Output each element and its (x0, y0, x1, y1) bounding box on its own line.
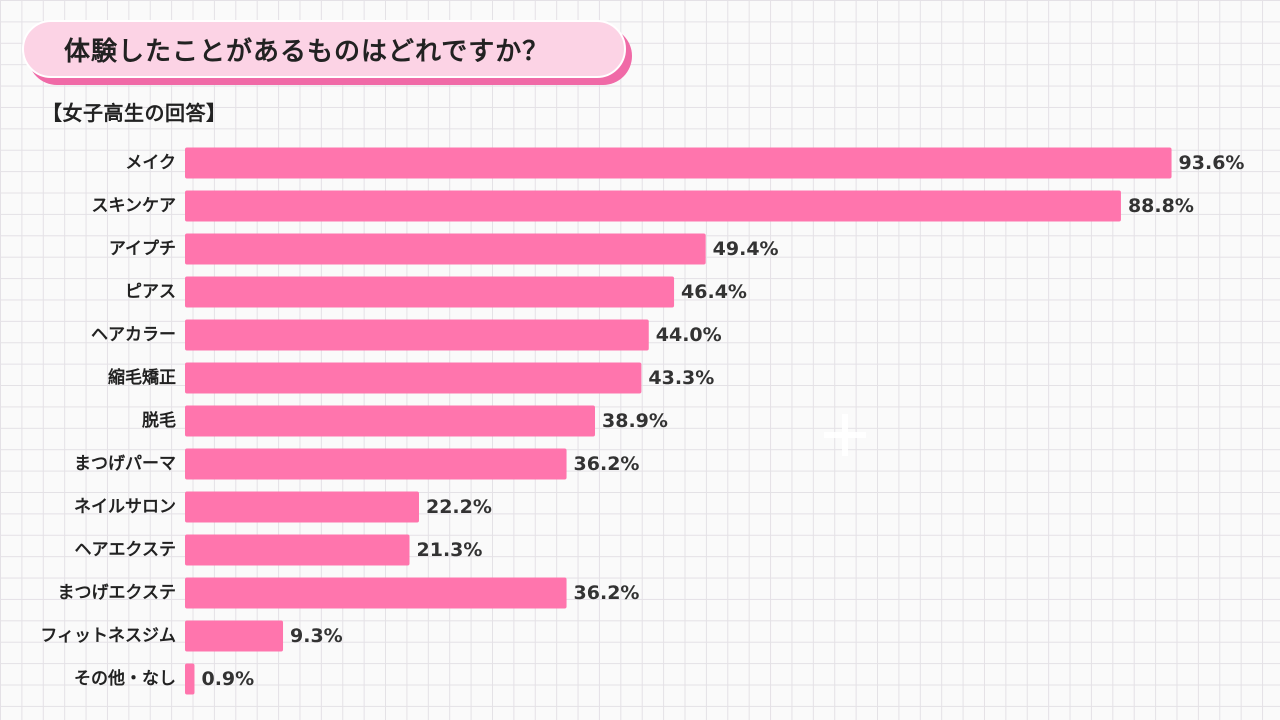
title-pill: 体験したことがあるものはどれですか？ (22, 20, 626, 78)
bar (185, 276, 675, 308)
value-label: 93.6% (1179, 152, 1245, 174)
category-label: 縮毛矯正 (108, 367, 176, 388)
bar (185, 663, 195, 695)
bar (185, 534, 410, 566)
value-label: 44.0% (656, 324, 722, 346)
bar (185, 190, 1121, 222)
chart-title: 体験したことがあるものはどれですか？ (64, 36, 550, 67)
category-label: ヘアカラー (91, 325, 176, 345)
category-label: アイプチ (109, 238, 176, 259)
category-label: まつげエクステ (58, 583, 177, 603)
value-label: 22.2% (426, 496, 492, 518)
value-label: 43.3% (648, 367, 714, 389)
bar (185, 491, 419, 523)
value-label: 36.2% (574, 453, 640, 475)
value-label: 38.9% (602, 410, 668, 432)
bar (185, 362, 642, 394)
bar (185, 147, 1172, 179)
bar (185, 448, 567, 480)
category-label: スキンケア (92, 196, 177, 216)
bar (185, 577, 567, 609)
category-label: ピアス (125, 282, 176, 302)
value-label: 0.9% (201, 668, 254, 690)
bar (185, 233, 706, 265)
value-label: 49.4% (713, 238, 779, 260)
category-label: ヘアエクステ (75, 540, 177, 560)
bar (185, 620, 284, 652)
bar (185, 319, 649, 351)
value-label: 46.4% (681, 281, 747, 303)
sparkle-decoration-icon (824, 414, 866, 456)
value-label: 9.3% (290, 625, 343, 647)
value-label: 36.2% (574, 582, 640, 604)
value-label: 88.8% (1128, 195, 1194, 217)
category-label: 脱毛 (142, 410, 176, 431)
category-label: まつげパーマ (74, 454, 176, 474)
category-label: メイク (125, 153, 176, 173)
bar (185, 405, 596, 437)
category-label: フィットネスジム (40, 626, 176, 646)
category-label: ネイルサロン (74, 497, 176, 517)
chart-subtitle: 【女子高生の回答】 (42, 101, 227, 125)
value-label: 21.3% (417, 539, 483, 561)
title-banner: 体験したことがあるものはどれですか？ (22, 20, 636, 88)
category-label: その他・なし (74, 668, 176, 689)
